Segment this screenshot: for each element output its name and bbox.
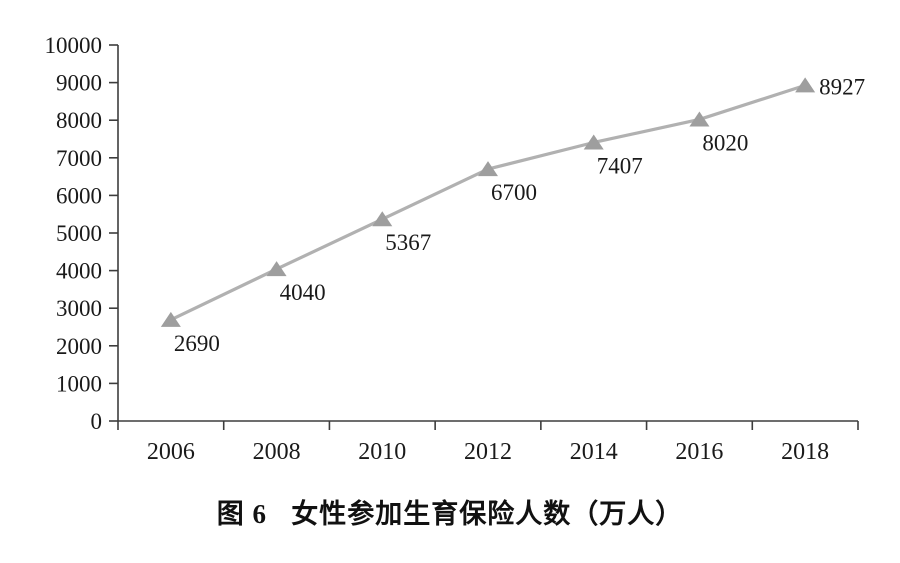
data-point-marker [795,77,816,93]
data-point-marker [266,261,287,277]
y-axis-tick-label: 4000 [56,259,102,284]
data-point-marker [583,134,604,150]
y-axis-tick-label: 10000 [45,33,103,58]
data-point-label: 7407 [597,153,643,178]
x-axis-tick-label: 2006 [147,439,195,465]
data-point-label: 6700 [491,180,537,205]
data-point-label: 4040 [280,280,326,305]
y-axis-tick-label: 5000 [56,221,102,246]
x-axis-tick-label: 2016 [675,439,723,465]
figure-caption: 图 6 女性参加生育保险人数（万人） [0,492,900,531]
y-axis-tick-label: 9000 [56,71,102,96]
x-axis-tick-label: 2012 [464,439,512,465]
data-point-marker [478,161,498,177]
chart-container: 0 1000 2000 3000 4000 5000 6000 7000 8000 9000 100… [45,33,866,465]
y-axis-tick-label: 7000 [56,146,102,171]
data-point-marker [372,211,393,227]
series-line [170,83,806,322]
y-axis-tick-label: 1000 [56,371,102,396]
data-point-label: 2690 [174,331,220,356]
y-axis-tick-label: 0 [91,409,103,434]
x-axis-tick-label: 2008 [253,439,301,465]
data-point-label: 5367 [385,230,431,255]
line-chart: 0 1000 2000 3000 4000 5000 6000 7000 8000 9000 100… [45,33,866,465]
data-point-label: 8020 [702,130,748,155]
data-point-marker [160,311,181,327]
x-axis-tick-label: 2010 [358,439,406,465]
figure-caption-text: 女性参加生育保险人数（万人） [291,499,684,529]
figure-caption-label: 图 6 [216,499,267,529]
data-point-marker [689,111,710,127]
y-axis-tick-label: 2000 [56,334,102,359]
y-axis-tick-label: 3000 [56,296,102,321]
x-axis-tick-label: 2018 [781,439,829,465]
y-axis-tick-label: 6000 [56,183,102,208]
y-axis-tick-label: 8000 [56,108,102,133]
data-point-label: 8927 [819,74,865,99]
x-axis-tick-label: 2014 [570,439,618,465]
